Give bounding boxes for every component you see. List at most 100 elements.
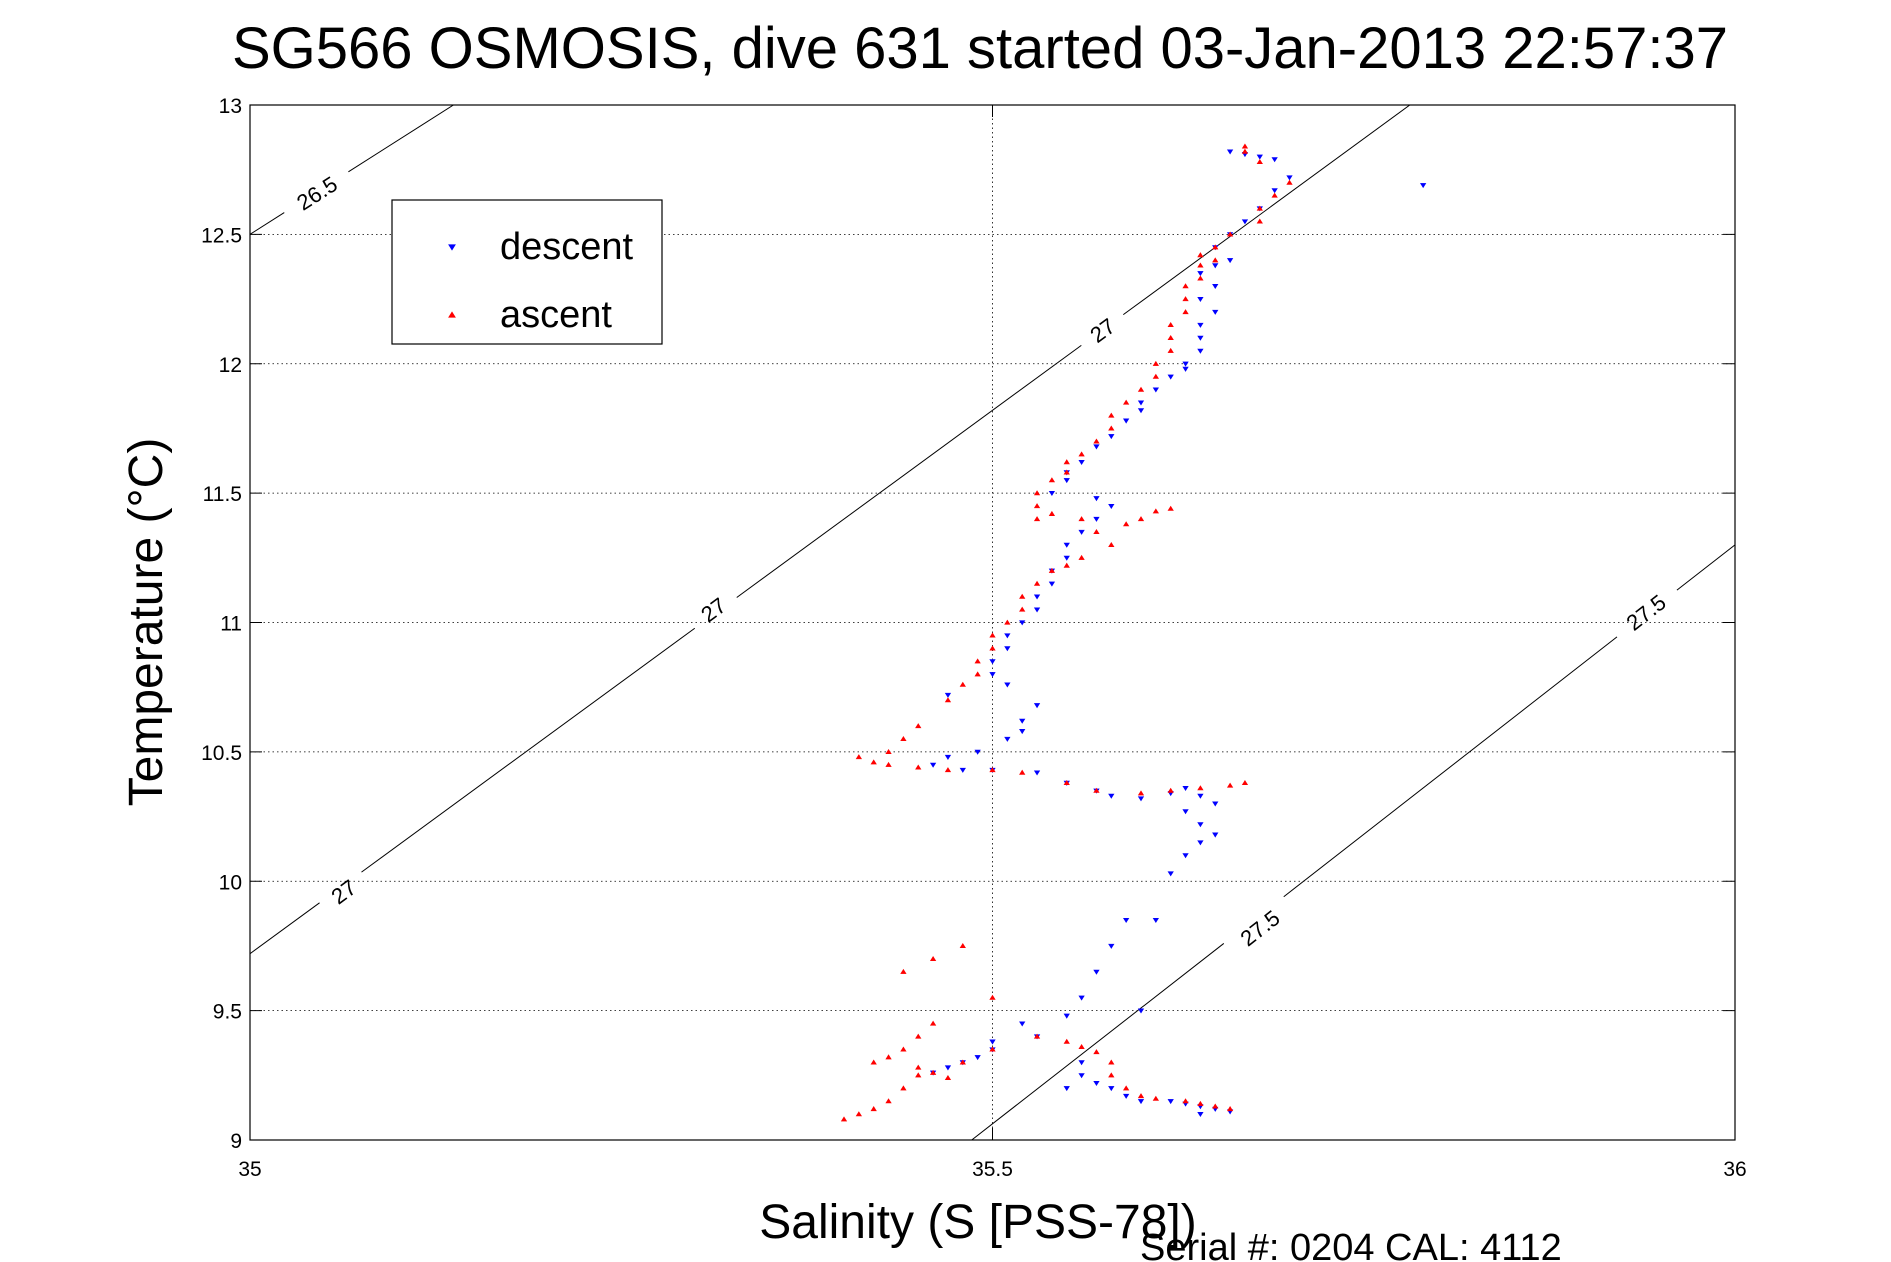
data-point-descent <box>1167 1099 1174 1105</box>
data-point-ascent <box>1152 508 1159 514</box>
data-point-descent <box>1019 718 1026 724</box>
data-point-ascent <box>1182 296 1189 302</box>
data-point-descent <box>1420 183 1427 189</box>
y-tick-label: 10.5 <box>201 742 242 765</box>
data-point-ascent <box>1078 554 1085 560</box>
data-point-descent <box>944 754 952 760</box>
data-point-descent <box>1226 149 1234 155</box>
isopycnal-line <box>250 212 285 235</box>
data-point-descent <box>1182 366 1189 372</box>
data-point-descent <box>1078 529 1085 535</box>
data-point-ascent <box>1093 529 1100 535</box>
data-point-descent <box>1063 555 1070 561</box>
data-point-ascent <box>885 761 892 767</box>
data-point-ascent <box>1063 469 1070 475</box>
data-point-ascent <box>959 1059 966 1065</box>
data-point-descent <box>1226 258 1234 264</box>
data-point-descent <box>1137 1099 1145 1105</box>
data-point-descent <box>974 749 981 755</box>
data-point-descent <box>1197 840 1204 846</box>
data-point-ascent <box>1063 780 1070 786</box>
y-tick-label: 9 <box>230 1130 242 1153</box>
data-point-descent <box>1286 175 1293 181</box>
data-point-descent <box>1004 736 1011 742</box>
data-point-descent <box>1108 503 1115 509</box>
data-point-descent <box>1137 796 1145 802</box>
data-point-descent <box>1256 154 1263 160</box>
y-tick-label: 11 <box>220 613 242 636</box>
data-point-ascent <box>974 671 981 677</box>
data-point-descent <box>929 762 937 768</box>
data-point-descent <box>1197 296 1204 302</box>
data-point-descent <box>1212 284 1219 290</box>
data-point-descent <box>1033 770 1041 776</box>
data-point-descent <box>1093 444 1100 450</box>
data-point-ascent <box>1108 1059 1115 1065</box>
data-point-ascent <box>915 1033 922 1039</box>
data-point-ascent <box>989 1046 996 1052</box>
data-point-ascent <box>900 968 907 974</box>
data-point-ascent <box>1048 510 1056 516</box>
data-point-descent <box>1212 309 1219 315</box>
data-point-ascent <box>1226 782 1234 788</box>
data-point-descent <box>1093 516 1100 522</box>
data-point-descent <box>1197 348 1204 354</box>
data-point-descent <box>1241 219 1249 225</box>
legend-label-ascent: ascent <box>500 294 612 336</box>
data-point-ascent <box>1033 1033 1041 1039</box>
data-point-descent <box>1271 157 1278 163</box>
isopycnal-line <box>1122 105 1411 316</box>
data-point-ascent <box>1182 283 1189 289</box>
isopycnal-line <box>361 627 696 873</box>
data-point-ascent <box>1167 347 1174 353</box>
y-tick-label: 12.5 <box>201 224 242 247</box>
data-point-descent <box>1197 793 1204 799</box>
data-point-ascent <box>1241 148 1249 154</box>
data-point-ascent <box>929 955 937 961</box>
data-point-ascent <box>900 736 907 742</box>
data-point-ascent <box>885 1054 892 1060</box>
data-point-ascent <box>1256 159 1263 165</box>
legend-marker-descent <box>448 244 456 251</box>
isopycnal-line <box>971 943 1225 1140</box>
data-point-ascent <box>900 1085 907 1091</box>
data-point-ascent <box>1256 218 1263 224</box>
isopycnal-line <box>250 902 320 955</box>
data-point-ascent <box>929 1069 937 1075</box>
data-point-ascent <box>989 632 996 638</box>
data-point-ascent <box>1137 790 1145 796</box>
legend-marker-symbol <box>448 311 456 318</box>
data-point-descent <box>1033 703 1041 709</box>
data-point-descent <box>989 1039 996 1045</box>
x-axis-label: Salinity (S [PSS-78]) <box>759 1196 1196 1249</box>
data-point-descent <box>1048 491 1056 497</box>
data-point-descent <box>1167 871 1174 877</box>
data-point-descent <box>1197 1112 1204 1118</box>
data-point-ascent <box>1033 516 1041 522</box>
data-point-ascent <box>1167 322 1174 328</box>
data-point-ascent <box>1197 275 1204 281</box>
data-point-descent <box>1093 496 1100 502</box>
chart-title: SG566 OSMOSIS, dive 631 started 03-Jan-2… <box>232 16 1728 81</box>
data-point-descent <box>1019 729 1026 735</box>
data-point-ascent <box>1093 438 1100 444</box>
data-point-descent <box>1063 542 1070 548</box>
data-point-descent <box>1182 361 1189 367</box>
data-point-ascent <box>989 767 996 773</box>
data-point-descent <box>1197 271 1204 277</box>
data-point-ascent <box>1019 593 1026 599</box>
data-point-ascent <box>1226 1106 1234 1112</box>
data-point-ascent <box>1063 459 1070 465</box>
data-point-ascent <box>1212 1103 1219 1109</box>
data-point-ascent <box>959 681 966 687</box>
data-point-ascent <box>1256 205 1263 211</box>
data-point-ascent <box>1197 252 1204 258</box>
data-point-ascent <box>855 754 862 760</box>
data-point-ascent <box>1063 562 1070 568</box>
data-point-descent <box>1182 809 1189 815</box>
data-point-ascent <box>915 723 922 729</box>
y-tick-label: 9.5 <box>213 1001 242 1024</box>
data-point-ascent <box>1167 334 1174 340</box>
data-point-descent <box>1004 682 1011 688</box>
